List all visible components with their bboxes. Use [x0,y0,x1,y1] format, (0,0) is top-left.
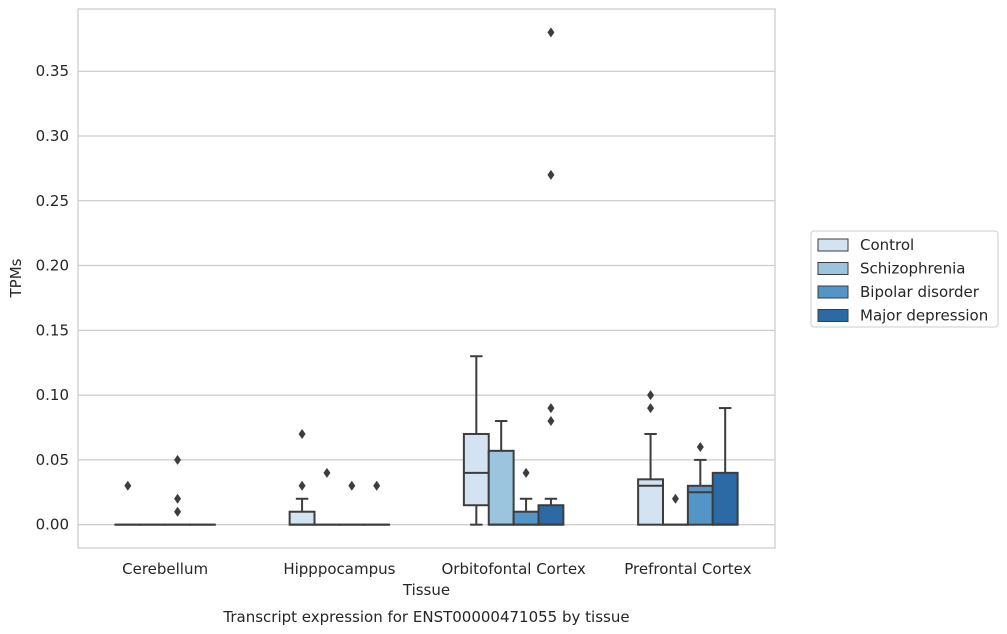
legend-frame [810,230,999,328]
x-tick-label: Prefrontal Cortex [624,560,751,578]
chart-caption: Transcript expression for ENST0000047105… [222,608,629,626]
x-tick-label: Orbitofontal Cortex [442,560,586,578]
x-axis-label: Tissue [402,581,450,599]
box-schizophrenia [487,420,515,526]
outlier-point [174,506,182,517]
outlier-point [696,441,704,452]
box-major-depression [537,27,565,526]
legend-swatch [817,262,849,275]
outlier-point [547,403,555,414]
gridlines [78,70,775,526]
legend-label: Bipolar disorder [860,283,980,301]
y-tick-label: 0.20 [36,257,69,275]
box-body [537,504,565,526]
outlier-point [647,403,655,414]
y-axis-label: TPMs [7,258,25,298]
y-tick-label: 0.35 [36,62,69,80]
outlier-point [671,493,679,504]
outlier-point [547,169,555,180]
y-tick-label: 0.00 [36,516,69,534]
outlier-point [174,493,182,504]
outlier-point [298,428,306,439]
outlier-point [547,416,555,427]
box-bipolar-disorder [512,467,540,526]
legend: Control Schizophrenia Bipolar disorder Majo… [810,230,999,328]
plot-area [77,8,776,549]
outlier-point [323,467,331,478]
outlier-point [647,390,655,401]
legend-swatch [817,285,849,299]
outlier-point [373,480,381,491]
outlier-point [522,467,530,478]
legend-swatch [817,309,849,322]
x-tick-label: Hipppocampus [283,560,395,578]
outlier-point [174,454,182,465]
box-bipolar-disorder [164,454,191,526]
y-tick-labels: 0.00 0.05 0.10 0.15 0.20 0.25 0.30 0.35 [36,62,69,533]
legend-label: Schizophrenia [860,260,965,278]
box-body [462,432,490,507]
boxes [114,27,739,526]
y-tick-label: 0.25 [36,192,69,210]
box-body [487,449,515,526]
x-tick-label: Cerebellum [122,560,208,578]
outlier-point [547,27,555,38]
box-major-depression [711,407,739,526]
outlier-point [298,480,306,491]
y-tick-label: 0.30 [36,127,69,145]
box-body [512,510,540,526]
y-tick-label: 0.15 [36,321,69,339]
box-major-depression [363,480,391,526]
box-body [637,478,665,526]
outlier-point [348,480,356,491]
box-control [637,390,665,526]
legend-label: Major depression [860,307,988,325]
box-body [711,471,739,526]
legend-label: Control [860,236,914,254]
box-control [462,355,490,526]
x-tick-labels: Cerebellum Hipppocampus Orbitofontal Corte… [122,560,751,578]
legend-swatch [817,238,849,252]
outlier-point [124,480,132,491]
box-control [288,428,316,526]
y-tick-label: 0.05 [36,451,69,469]
y-tick-label: 0.10 [36,386,69,404]
box-body [288,510,316,526]
